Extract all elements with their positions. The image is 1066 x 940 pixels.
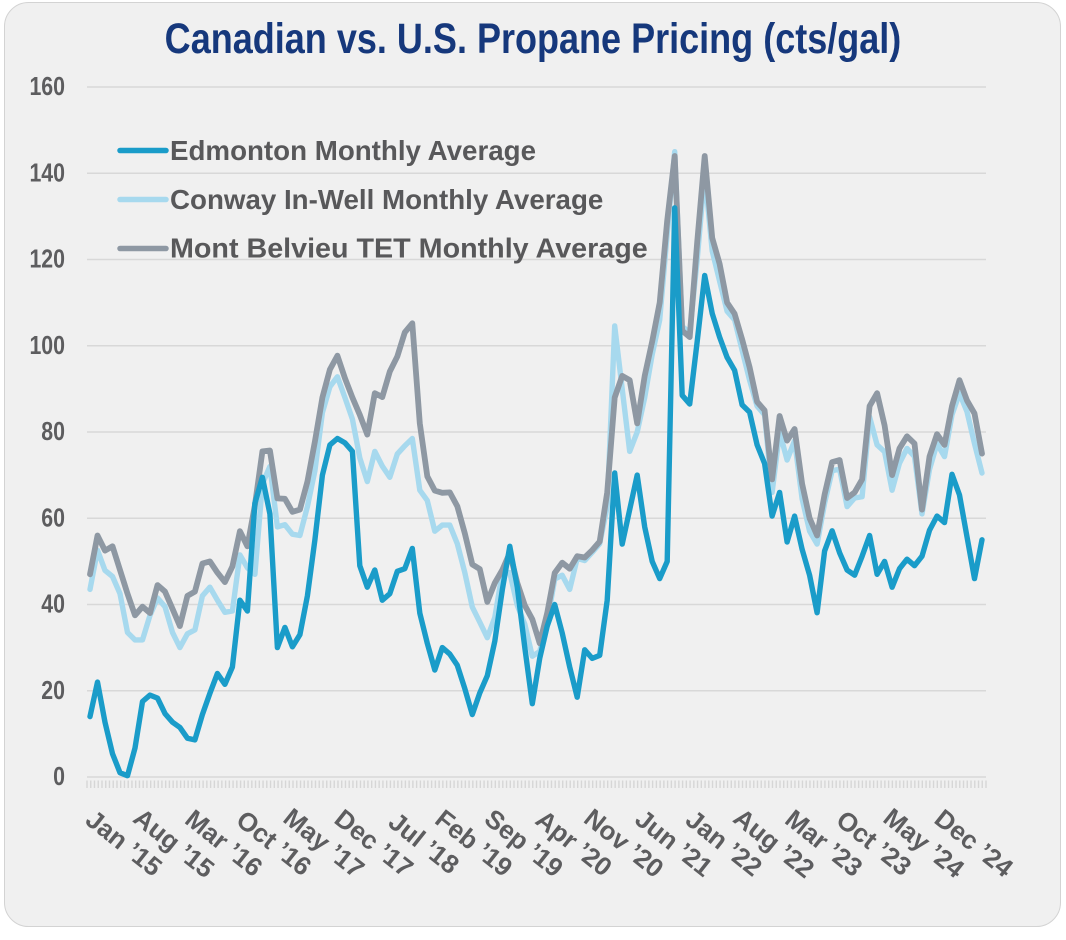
svg-text:60: 60 xyxy=(41,503,65,533)
svg-text:100: 100 xyxy=(29,331,65,361)
svg-text:160: 160 xyxy=(29,72,65,102)
svg-text:20: 20 xyxy=(41,676,65,706)
svg-text:Mont Belvieu TET Monthly Avera: Mont Belvieu TET Monthly Average xyxy=(170,233,648,265)
svg-text:120: 120 xyxy=(29,245,65,275)
svg-text:80: 80 xyxy=(41,417,65,447)
svg-text:40: 40 xyxy=(41,590,65,620)
svg-text:0: 0 xyxy=(53,762,65,792)
svg-text:Canadian vs. U.S. Propane Pric: Canadian vs. U.S. Propane Pricing (cts/g… xyxy=(165,15,902,63)
svg-text:140: 140 xyxy=(29,158,65,188)
svg-text:Conway In-Well Monthly Average: Conway In-Well Monthly Average xyxy=(170,184,603,215)
svg-text:Edmonton Monthly Average: Edmonton Monthly Average xyxy=(170,135,536,166)
